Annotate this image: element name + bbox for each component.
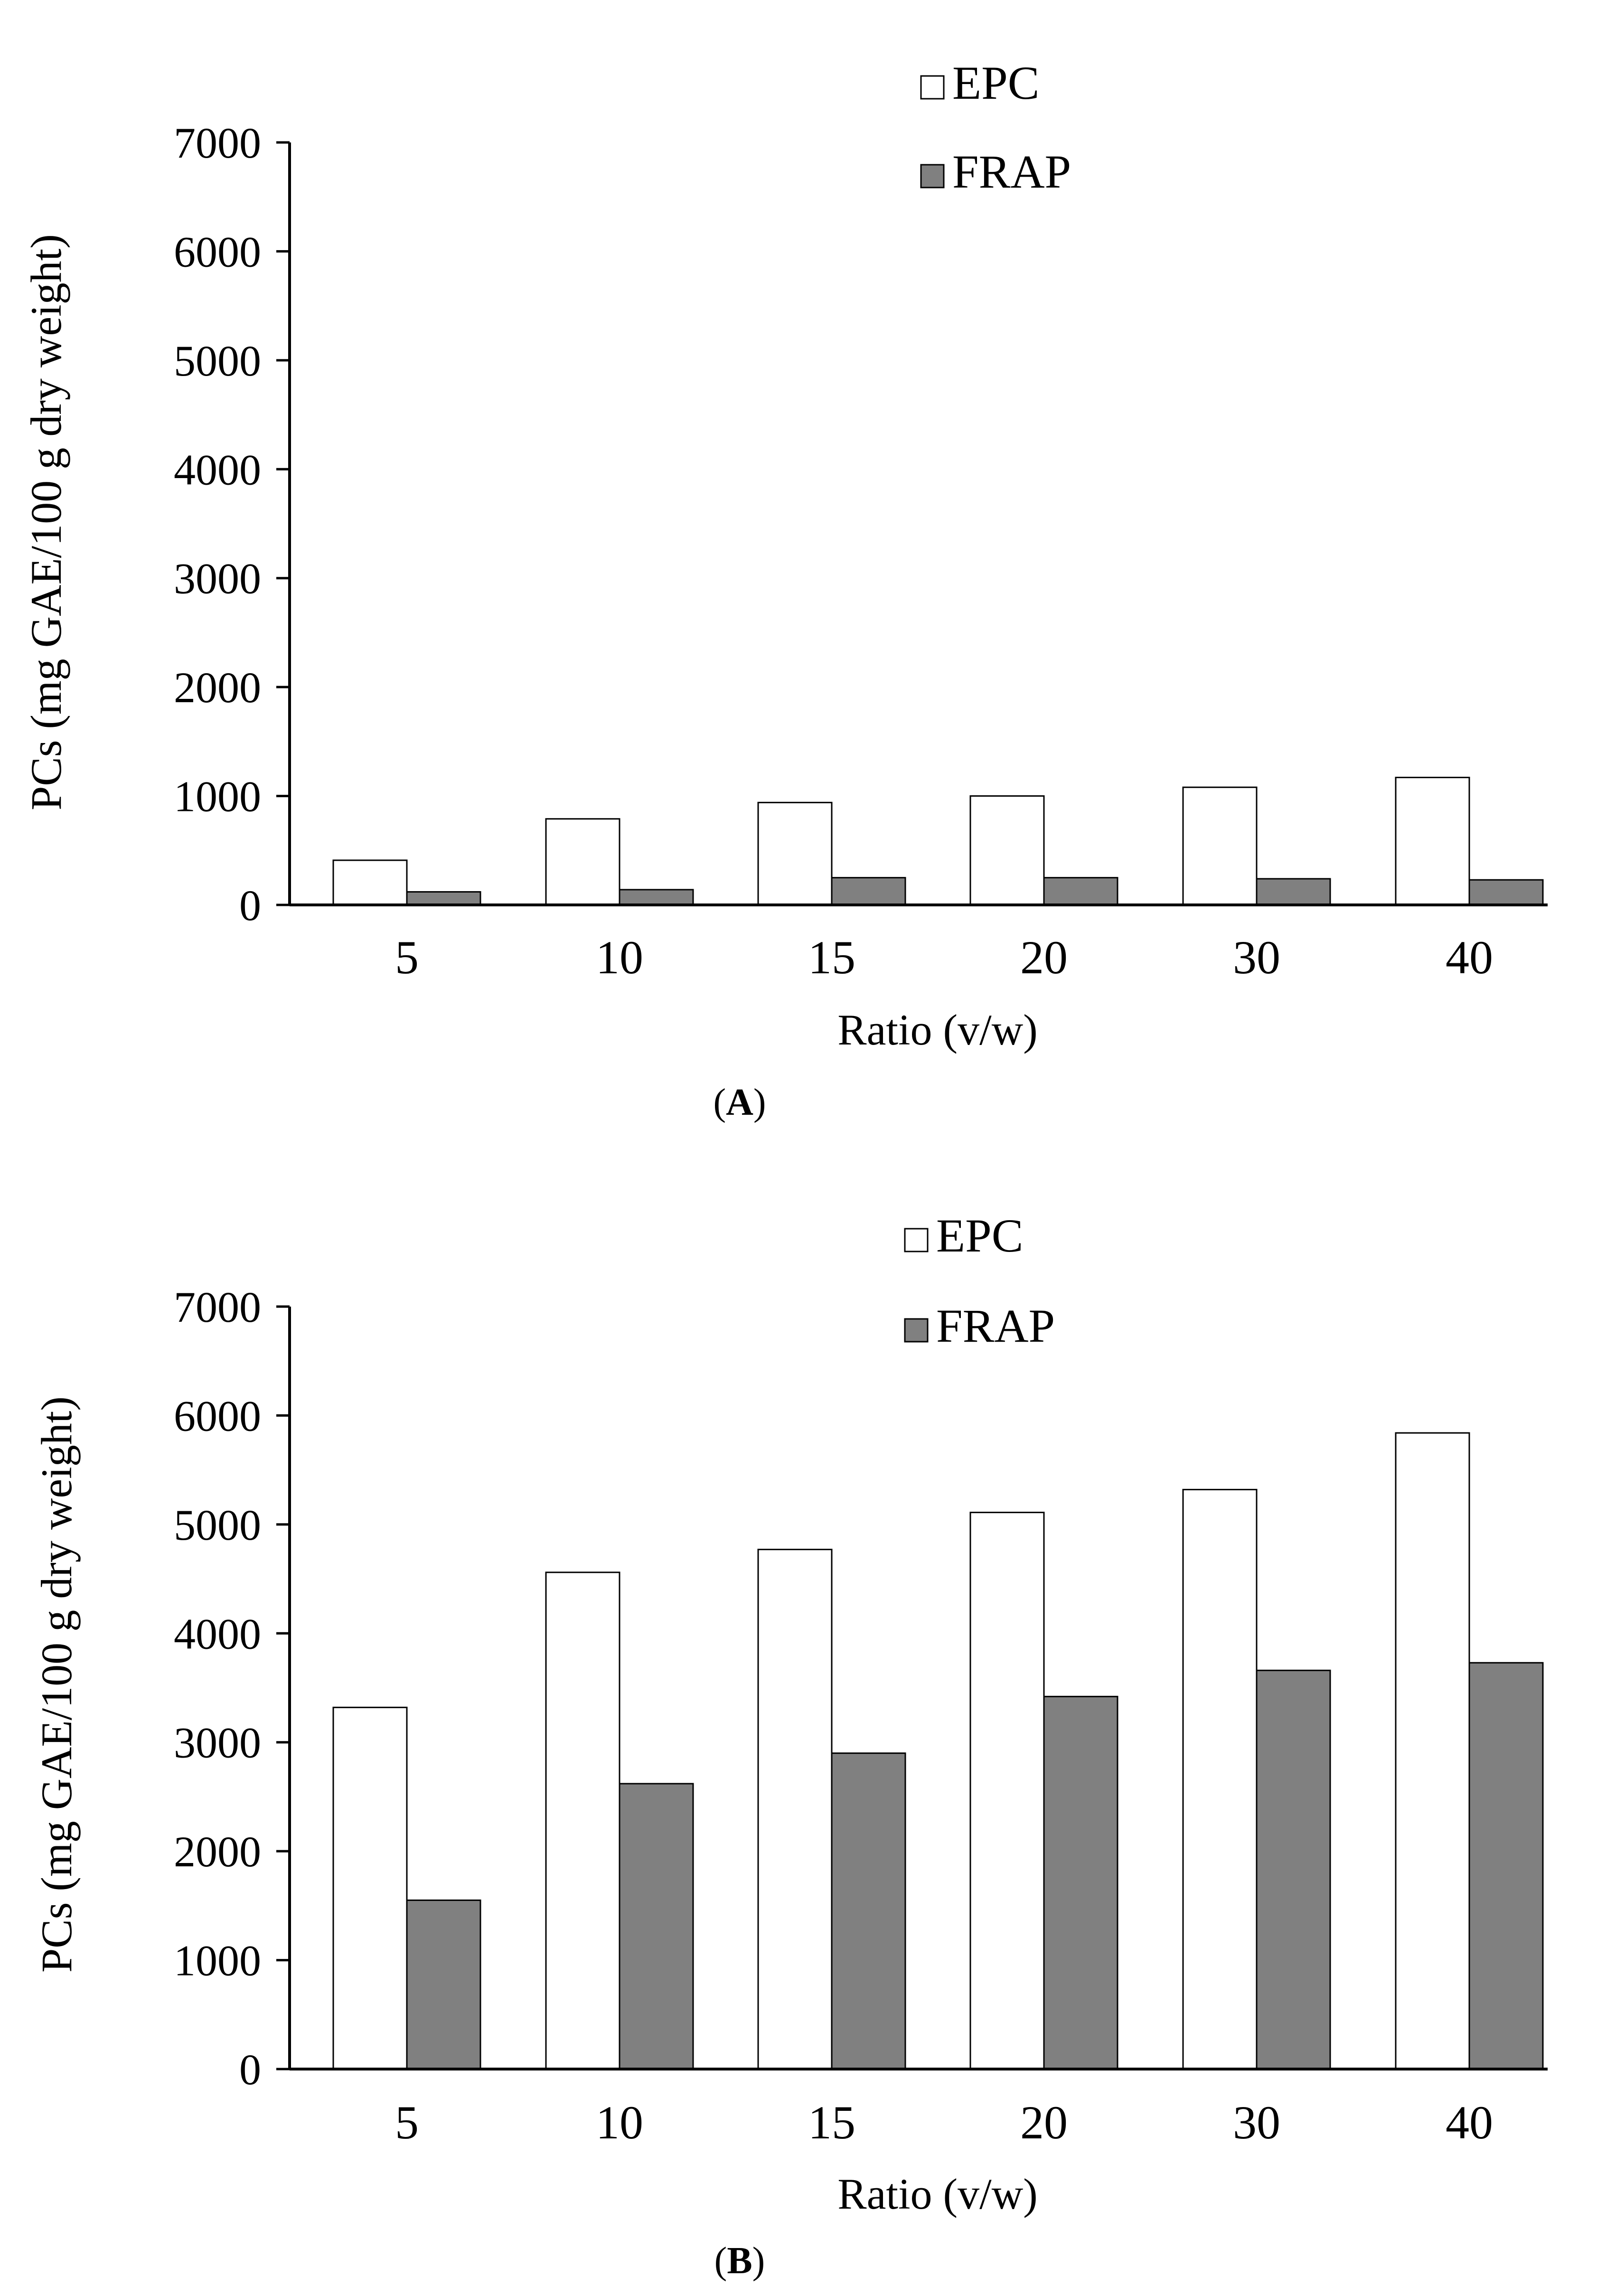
y-tick-label: 0 [239, 881, 261, 930]
x-tick-label: 40 [1446, 2096, 1493, 2149]
legend-label-epc: EPC [952, 56, 1039, 109]
bar-epc-5 [332, 1706, 408, 2070]
y-tick-label: 7000 [174, 119, 261, 167]
bar-frap-15 [831, 1752, 906, 2070]
x-tick-label: 5 [395, 931, 419, 984]
bar-epc-20 [969, 795, 1045, 906]
chart-panel-b: 0 1000 2000 3000 4000 5000 6000 7000 5 10 15 20 30 40… [32, 1209, 1548, 2282]
y-tick-label: 7000 [174, 1283, 261, 1331]
bar-epc-15 [757, 801, 833, 906]
legend-label-frap: FRAP [952, 145, 1071, 198]
legend-swatch-frap [920, 164, 945, 188]
x-tick-label: 5 [395, 2096, 419, 2149]
bar-epc-40 [1395, 1432, 1470, 2070]
y-tick-label: 2000 [174, 663, 261, 712]
bar-epc-20 [969, 1512, 1045, 2070]
bar-frap-40 [1468, 1662, 1544, 2070]
x-tick-label: 20 [1020, 2096, 1068, 2149]
bar-epc-10 [545, 818, 620, 906]
bar-frap-30 [1256, 1669, 1331, 2070]
bar-epc-30 [1182, 1488, 1258, 2070]
bar-frap-30 [1256, 878, 1331, 906]
bar-epc-5 [332, 859, 408, 906]
legend-swatch-epc [920, 75, 945, 100]
panel-label: (B) [714, 2240, 765, 2282]
panel-label: (A) [713, 1082, 766, 1123]
bar-frap-10 [619, 889, 694, 906]
x-tick-label: 15 [808, 2096, 855, 2149]
y-tick-label: 0 [239, 2045, 261, 2094]
bar-epc-40 [1395, 777, 1470, 906]
chart-panel-a: 0 1000 2000 3000 4000 5000 6000 7000 5 10 15 20 30 40… [22, 56, 1548, 1123]
bar-frap-20 [1043, 1695, 1118, 2070]
bar-frap-5 [406, 891, 481, 906]
x-tick-label: 15 [808, 931, 855, 984]
x-tick-label: 40 [1446, 931, 1493, 984]
x-axis-title: Ratio (v/w) [837, 1006, 1038, 1054]
y-tick-label: 2000 [174, 1827, 261, 1876]
x-axis-title: Ratio (v/w) [837, 2170, 1038, 2218]
legend-label-frap: FRAP [936, 1299, 1055, 1352]
y-axis-title: PCs (mg GAE/100 g dry weight) [22, 234, 70, 810]
y-tick-label: 4000 [174, 1609, 261, 1658]
bar-epc-10 [545, 1571, 620, 2070]
y-tick-label: 6000 [174, 1392, 261, 1440]
bar-epc-15 [757, 1549, 833, 2070]
y-tick-label: 3000 [174, 555, 261, 603]
y-tick-label: 1000 [174, 772, 261, 821]
x-tick-label: 10 [596, 931, 643, 984]
bar-epc-30 [1182, 786, 1258, 906]
y-tick-label: 5000 [174, 337, 261, 385]
y-tick-label: 6000 [174, 227, 261, 276]
legend-label-epc: EPC [936, 1209, 1023, 1262]
x-tick-label: 30 [1233, 931, 1280, 984]
y-tick-label: 5000 [174, 1501, 261, 1549]
x-tick-label: 30 [1233, 2096, 1280, 2149]
y-tick-label: 1000 [174, 1937, 261, 1985]
bar-frap-15 [831, 877, 906, 906]
x-tick-label: 10 [596, 2096, 643, 2149]
y-tick-label: 3000 [174, 1719, 261, 1767]
bar-frap-40 [1468, 879, 1544, 906]
legend-swatch-epc [904, 1228, 929, 1252]
legend-swatch-frap [904, 1318, 929, 1343]
bar-frap-20 [1043, 877, 1118, 906]
x-tick-label: 20 [1020, 931, 1068, 984]
bar-frap-10 [619, 1783, 694, 2070]
y-axis-title: PCs (mg GAE/100 g dry weight) [32, 1396, 81, 1973]
y-tick-label: 4000 [174, 445, 261, 494]
bar-frap-5 [406, 1899, 481, 2070]
